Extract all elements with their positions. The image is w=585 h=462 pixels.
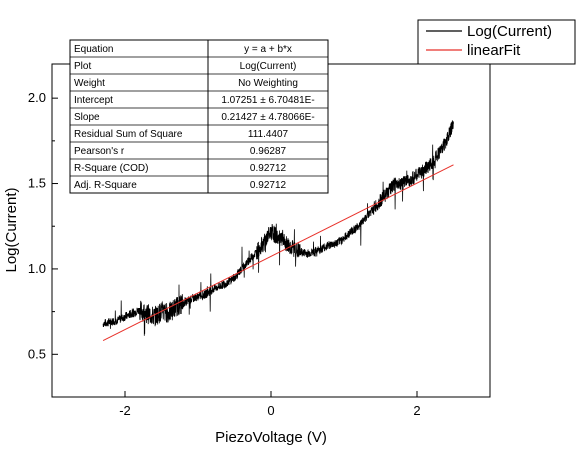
fit-table-value: Log(Current) [240,61,297,72]
fit-table-key: Residual Sum of Square [74,129,183,140]
series-layer [102,120,454,342]
y-axis-title: Log(Current) [3,187,20,272]
fit-table-value: No Weighting [238,78,298,89]
fit-table-key: R-Square (COD) [74,163,148,174]
fit-table-key: Weight [74,78,105,89]
series-linear-fit-line [102,164,454,342]
x-tick-label: 2 [413,403,420,418]
legend-label-linear-fit: linearFit [467,42,521,59]
fit-table-key: Equation [74,44,113,55]
y-tick-label: 1.0 [28,261,46,276]
y-axis-ticks: 0.5 1.0 1.5 2.0 [28,90,58,398]
x-tick-label: -2 [119,403,131,418]
fit-table-value: y = a + b*x [244,44,292,55]
fit-table-key: Intercept [74,95,113,106]
fit-table-value: 0.96287 [250,146,287,157]
fit-table-value: 0.92712 [250,180,287,191]
y-tick-label: 1.5 [28,176,46,191]
fit-table-key: Adj. R-Square [74,180,137,191]
fit-table-frame [69,39,329,194]
x-axis-title: PiezoVoltage (V) [215,429,327,446]
y-tick-label: 2.0 [28,90,46,105]
x-axis-ticks: -2 0 2 [119,391,421,418]
legend-label-log-current: Log(Current) [467,23,552,40]
fit-results-table: Equation y = a + b*x Plot Log(Current) Weigh… [69,39,329,194]
fit-table-value: 0.92712 [250,163,287,174]
fit-table-key: Plot [74,61,91,72]
fit-table-value: 0.21427 ± 4.78066E- [221,112,314,123]
fit-table-value: 1.07251 ± 6.70481E- [221,95,314,106]
y-tick-label: 0.5 [28,346,46,361]
fit-table-key: Pearson's r [74,146,125,157]
legend-box [417,19,576,65]
x-tick-label: 0 [267,403,274,418]
fit-table-value: 111.4407 [248,129,289,140]
legend: Log(Current) linearFit [417,19,576,65]
fit-table-key: Slope [74,112,100,123]
series-log-current-line [102,120,454,336]
